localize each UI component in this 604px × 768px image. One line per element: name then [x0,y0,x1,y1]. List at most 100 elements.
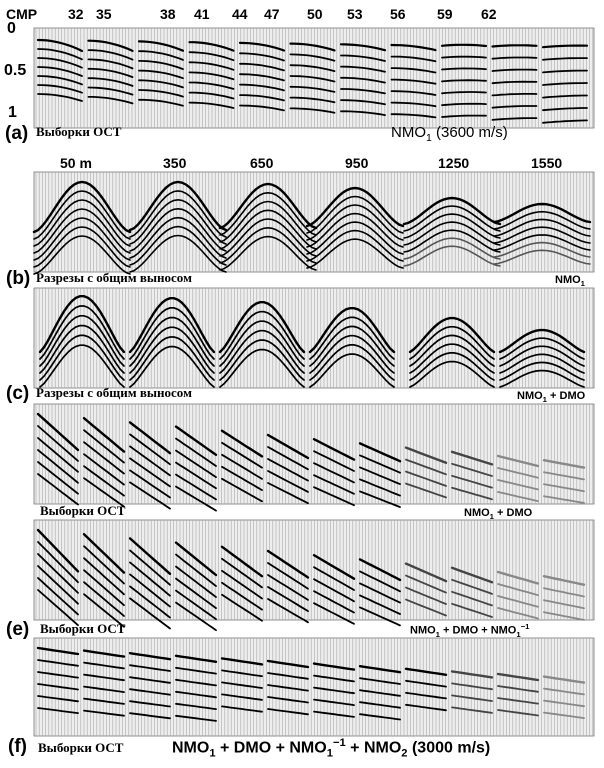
c-event-0-0 [38,295,126,354]
a-event-5-1 [289,53,336,62]
panel-d-event-6-3 [313,474,355,495]
c-event-0-4 [39,334,125,381]
y-tick-1: 1 [8,104,17,121]
b-event-5-3 [493,226,591,244]
panel-f-event-1-1 [83,661,125,670]
a-event-10-2 [542,69,588,74]
b-event-1-1 [129,190,227,238]
panel-a-letter: (a) [5,123,29,144]
panel-f-event-5-2 [267,684,309,692]
a-event-8-6 [441,114,487,118]
cmp-tick-5: 47 [264,6,280,22]
a-event-10-5 [542,107,588,112]
panel-d-event-7-4 [359,490,401,508]
panel-f-event-7-1 [359,677,401,685]
panel-e-event-11-2 [543,599,585,610]
a-event-2-6 [138,98,184,107]
a-event-2-2 [138,60,184,70]
panel-d-event-8-3 [405,482,447,499]
b-event-5-4 [493,234,591,251]
panel-f-event-2-1 [129,664,171,672]
panel-e-event-8-2 [405,586,447,605]
b-event-4-4 [403,229,501,253]
y-tick-0: 0 [7,20,16,37]
b-event-4-5 [403,237,501,260]
panel-e-letter: (e) [6,619,30,640]
panel-d-event-2-0 [128,421,172,455]
b-event-2-6 [219,235,317,271]
panel-e-event-0-2 [37,553,79,594]
panel-e-event-1-1 [83,545,125,585]
panel-d-event-1-0 [82,417,126,453]
panel-e-event-7-4 [359,606,401,627]
panel-d-event-4-2 [221,453,263,480]
a-event-1-4 [87,77,134,87]
panel-d-event-3-0 [174,425,218,456]
a-event-0-6 [37,93,83,102]
b-event-1-6 [129,234,227,273]
a-event-6-1 [340,54,386,62]
panel-d-event-8-0 [404,446,448,464]
panel-f-event-8-0 [404,667,448,676]
panel-d-event-5-1 [267,446,309,471]
panel-e-event-3-3 [175,577,217,609]
panel-f-event-5-1 [267,672,309,680]
a-event-4-6 [239,104,285,112]
a-event-0-1 [37,48,83,61]
c-event-2-4 [219,339,305,381]
panel-e-event-4-2 [221,569,263,600]
panel-f-event-1-3 [83,685,125,693]
panel-f-event-2-3 [129,688,171,696]
panel-e-event-9-3 [451,602,493,618]
a-event-5-5 [289,96,336,104]
c-event-5-0 [498,328,586,354]
cmp-axis-label: CMP [6,6,38,22]
panel-d-event-6-4 [313,486,355,507]
panel-e-event-8-1 [405,574,447,594]
panel-d-event-2-2 [129,445,171,477]
a-event-8-2 [441,67,487,71]
panel-f-event-9-0 [450,670,494,679]
panel-f-event-4-1 [221,669,263,678]
cmp-tick-2: 38 [160,6,176,22]
panel-f-event-3-3 [175,690,217,699]
b-event-0-6 [33,235,131,275]
a-event-4-2 [239,62,285,72]
a-event-7-1 [390,55,437,63]
a-event-6-6 [340,110,386,116]
c-event-1-2 [129,316,215,367]
a-event-6-3 [340,76,386,84]
panel-f-event-1-5 [83,709,125,717]
panel-e-event-3-4 [175,589,217,620]
panel-f-event-11-0 [542,675,586,684]
panel-f-event-10-3 [497,709,539,717]
panel-e-event-7-2 [359,582,401,604]
panel-f-event-7-4 [359,713,401,721]
panel-d-event-10-0 [496,454,540,468]
panel-f-event-4-0 [220,657,264,666]
panel-f-event-11-3 [543,711,585,719]
c-event-5-4 [499,361,585,381]
panel-d-event-1-5 [83,477,125,508]
panel-e-event-2-5 [129,597,171,630]
b-event-2-2 [219,200,317,243]
panel-d-event-1-1 [83,429,125,464]
panel-e-event-11-0 [542,575,586,586]
b-event-0-5 [33,226,131,268]
a-event-7-6 [390,113,437,119]
b-event-5-0 [492,202,592,224]
a-event-7-3 [390,78,437,85]
panel-f-event-3-2 [175,678,217,687]
panel-f-event-6-0 [312,662,356,671]
c-event-4-5 [409,360,495,388]
panel-f-event-3-1 [175,666,217,675]
a-event-9-2 [491,68,538,72]
a-event-7-0 [390,43,437,52]
a-event-8-1 [441,55,487,59]
panel-e-event-5-2 [267,574,309,601]
panel-e-event-8-3 [405,598,447,617]
panel-d-event-6-2 [313,462,355,484]
c-event-5-5 [499,369,585,388]
c-event-3-2 [309,325,395,367]
panel-e-event-0-3 [37,565,79,605]
